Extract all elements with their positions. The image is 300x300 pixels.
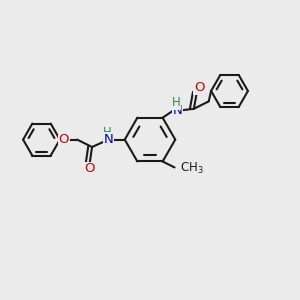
Text: N: N bbox=[103, 133, 113, 146]
Text: H: H bbox=[172, 96, 180, 110]
Text: O: O bbox=[84, 162, 95, 175]
Text: N: N bbox=[172, 104, 182, 117]
Text: H: H bbox=[103, 126, 111, 139]
Text: O: O bbox=[194, 81, 204, 94]
Text: O: O bbox=[58, 133, 69, 146]
Text: CH$_3$: CH$_3$ bbox=[180, 161, 204, 176]
